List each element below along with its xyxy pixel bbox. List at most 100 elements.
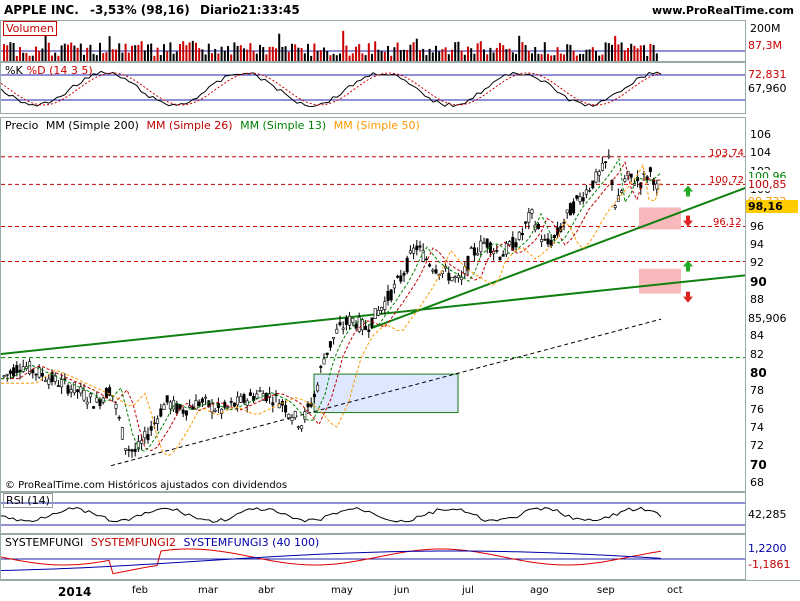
volume-bar <box>463 54 466 61</box>
systemfungi-panel[interactable]: SYSTEMFUNGI SYSTEMFUNGI2 SYSTEMFUNGI3 (4… <box>0 534 746 580</box>
candle-body <box>536 224 540 229</box>
volume-bar <box>297 47 300 61</box>
volume-bar <box>604 42 607 61</box>
volume-bar <box>406 49 409 61</box>
volume-bar <box>201 49 204 61</box>
volume-bar <box>249 43 252 61</box>
trendline-short <box>370 186 745 330</box>
candle-body <box>156 418 160 424</box>
candle-body <box>584 189 588 195</box>
price-tick: 78 <box>750 384 764 398</box>
candle-body <box>287 413 291 418</box>
volume-bar <box>457 41 460 61</box>
volume-bar <box>294 44 297 61</box>
candle-body <box>402 272 406 276</box>
price-tick: 90 <box>750 274 767 289</box>
volume-bar <box>73 45 76 61</box>
volume-bar <box>6 45 9 61</box>
candle-body <box>268 393 272 398</box>
volume-bar <box>451 49 453 61</box>
volume-bar <box>355 46 357 61</box>
candle-body <box>322 358 326 365</box>
candle-body <box>476 252 480 256</box>
rsi-scale: 42,285 <box>746 492 800 534</box>
volume-bar <box>364 55 367 61</box>
legend-mm50: MM (Simple 50) <box>333 119 420 132</box>
price-tick: 76 <box>750 402 764 416</box>
copyright-note: © ProRealTime.com Históricos ajustados c… <box>5 480 288 491</box>
volume-bar <box>569 44 572 61</box>
candle-body <box>271 402 275 406</box>
volume-scale: 200M 87,3M <box>746 20 800 62</box>
candle-body <box>351 318 355 323</box>
candle-body <box>220 408 224 415</box>
site-link[interactable]: www.ProRealTime.com <box>651 4 794 17</box>
candle-body <box>316 384 320 392</box>
volume-panel[interactable]: Volumen <box>0 20 746 62</box>
volume-bar <box>179 44 181 61</box>
volume-bar <box>86 47 89 61</box>
candle-body <box>344 317 348 325</box>
volume-bar <box>415 38 418 61</box>
candle-body <box>383 301 387 310</box>
candle-body <box>629 173 633 178</box>
volume-bar <box>537 53 540 61</box>
candle-body <box>117 416 121 419</box>
volume-bar <box>438 51 441 61</box>
volume-bar <box>607 43 610 61</box>
candle-body <box>511 237 515 251</box>
volume-bar <box>137 44 140 61</box>
volume-bar <box>383 51 386 61</box>
candle-body <box>162 404 166 410</box>
candle-body <box>79 386 83 394</box>
volume-bar <box>633 45 636 61</box>
candle-body <box>376 310 380 316</box>
candle-body <box>456 275 460 279</box>
price-tick: 94 <box>750 237 764 251</box>
price-tick: 92 <box>750 256 764 270</box>
stochastic-panel[interactable]: %K %D (14 3 5) <box>0 62 746 114</box>
stochastic-label: %K %D (14 3 5) <box>5 64 93 77</box>
trendline-long <box>1 274 745 355</box>
systemfungi-scale: 1,2200 -1,1861 <box>746 534 800 580</box>
candle-body <box>226 406 230 408</box>
volume-bar <box>559 53 562 61</box>
price-chart-panel[interactable]: Precio MM (Simple 200) MM (Simple 26) MM… <box>0 117 746 492</box>
up-arrow <box>683 185 693 197</box>
volume-bar <box>12 43 15 61</box>
volume-bar <box>371 53 373 61</box>
volume-bar <box>393 47 396 61</box>
volume-bar <box>63 43 66 61</box>
volume-bar <box>9 42 12 61</box>
x-label-mar: mar <box>198 585 218 596</box>
candle-body <box>405 257 409 273</box>
candle-body <box>655 183 659 190</box>
candle-body <box>568 203 572 216</box>
volume-bar <box>652 44 655 61</box>
volume-bar <box>118 43 121 61</box>
candle-body <box>332 336 336 340</box>
price-change: -3,53% (98,16) <box>90 3 190 17</box>
price-tick: 106 <box>750 128 771 141</box>
candle-body <box>66 385 70 394</box>
volume-bar <box>310 55 313 61</box>
candle-body <box>508 241 512 246</box>
volume-bar <box>361 53 364 61</box>
volume-bar <box>591 47 594 61</box>
candle-body <box>399 275 403 282</box>
volume-bar <box>38 50 41 61</box>
candle-body <box>335 328 339 334</box>
volume-bar <box>435 45 437 61</box>
candle-body <box>72 382 76 394</box>
x-label-feb: feb <box>132 585 149 596</box>
candle-body <box>172 399 176 410</box>
volume-bar <box>479 41 482 61</box>
price-tag: 100,85 <box>746 178 798 192</box>
volume-bar <box>3 44 5 61</box>
volume-bar <box>495 48 498 61</box>
volume-bar <box>329 55 332 61</box>
volume-bar <box>460 50 463 61</box>
price-tick: 74 <box>750 421 764 435</box>
candle-body <box>5 374 9 376</box>
rsi-panel[interactable]: RSI (14) <box>0 492 746 534</box>
